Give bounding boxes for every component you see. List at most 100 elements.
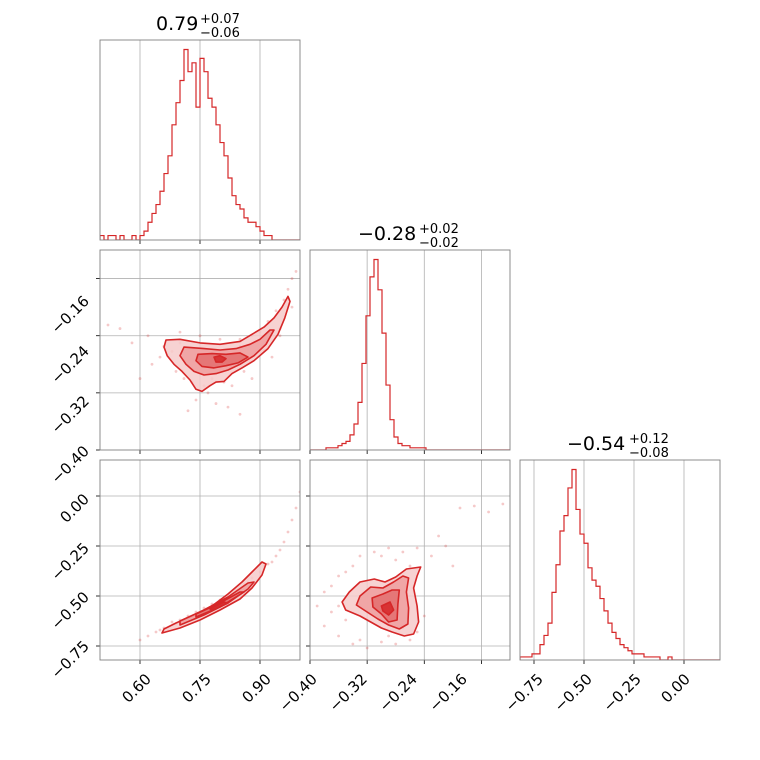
- scatter-point: [358, 554, 362, 558]
- scatter-point: [278, 334, 282, 338]
- scatter-point: [322, 590, 326, 594]
- scatter-point: [214, 402, 218, 405]
- scatter-point: [170, 620, 174, 624]
- scatter-point: [322, 624, 326, 628]
- scatter-point: [202, 606, 206, 610]
- title-param-2: −0.54 +0.12 −0.08: [567, 432, 669, 461]
- scatter-point: [106, 323, 110, 327]
- title-1-minus: −0.02: [419, 236, 459, 251]
- density-contour: [179, 581, 255, 626]
- scatter-point: [270, 355, 274, 359]
- x-tick-label: −0.24: [376, 670, 421, 715]
- scatter-point: [408, 638, 412, 642]
- y-tick-label: 0.00: [56, 490, 92, 526]
- scatter-point: [337, 604, 340, 608]
- title-2-value: −0.54: [567, 433, 625, 455]
- scatter-point: [294, 270, 298, 273]
- x-tick-label: −0.50: [551, 670, 596, 715]
- x-tick-label: 0.75: [178, 670, 214, 706]
- y-tick-label: −0.32: [48, 392, 93, 437]
- scatter-point: [146, 334, 150, 338]
- scatter-point: [344, 618, 348, 622]
- scatter-point: [226, 405, 230, 409]
- scatter-point: [487, 510, 490, 514]
- scatter-point: [146, 634, 150, 638]
- scatter-point: [387, 546, 390, 550]
- panel-frame: [99, 459, 301, 661]
- scatter-point: [501, 502, 505, 506]
- scatter-point: [394, 558, 398, 562]
- scatter-point: [282, 540, 286, 544]
- scatter-point: [337, 634, 340, 638]
- scatter-point: [358, 638, 362, 642]
- y-tick-label: −0.75: [48, 637, 93, 682]
- scatter-point: [437, 534, 440, 538]
- scatter-point: [351, 564, 355, 568]
- scatter-point: [186, 409, 190, 413]
- scatter-panel-0: [96, 249, 301, 454]
- histogram-step-line: [520, 468, 720, 660]
- scatter-point: [408, 564, 412, 568]
- scatter-point: [278, 548, 282, 552]
- scatter-point: [154, 630, 158, 634]
- scatter-point: [118, 327, 122, 330]
- scatter-point: [415, 630, 419, 634]
- scatter-point: [290, 305, 294, 309]
- x-ticks-col-0: 0.60 0.75 0.90: [118, 670, 274, 706]
- scatter-point: [230, 384, 234, 388]
- y-tick-label: −0.50: [48, 588, 93, 633]
- title-1-value: −0.28: [358, 223, 416, 245]
- density-contour: [213, 354, 227, 363]
- scatter-panel-1: [96, 459, 301, 664]
- title-2-minus: −0.08: [629, 446, 669, 461]
- scatter-point: [206, 391, 210, 395]
- scatter-point: [372, 550, 376, 554]
- scatter-point: [394, 642, 398, 646]
- scatter-point: [380, 554, 383, 558]
- panel-frame: [309, 459, 511, 661]
- panel-frame: [519, 459, 721, 661]
- scatter-point: [266, 562, 270, 566]
- scatter-point: [218, 337, 222, 341]
- panel-frame: [99, 249, 301, 451]
- x-tick-label: 0.90: [238, 670, 274, 706]
- panels-layer: [96, 39, 721, 664]
- title-1-plus: +0.02: [419, 222, 459, 237]
- scatter-point: [270, 560, 274, 564]
- scatter-point: [150, 362, 154, 366]
- y-tick-label: −0.16: [48, 292, 93, 337]
- scatter-point: [330, 584, 333, 588]
- x-tick-label: 0.00: [657, 670, 693, 706]
- scatter-point: [238, 412, 242, 416]
- scatter-point: [472, 504, 476, 508]
- scatter-point: [444, 544, 448, 548]
- scatter-point: [242, 370, 246, 373]
- scatter-point: [238, 337, 242, 341]
- scatter-point: [174, 370, 178, 373]
- scatter-point: [250, 377, 254, 380]
- y-tick-label: −0.24: [48, 342, 93, 387]
- histogram-step-line: [100, 48, 300, 240]
- scatter-point: [290, 518, 294, 522]
- scatter-point: [194, 398, 198, 402]
- scatter-point: [286, 530, 290, 534]
- scatter-point: [380, 640, 383, 644]
- x-tick-label: −0.16: [426, 670, 471, 715]
- x-ticks-col-2: −0.75 −0.50 −0.25 0.00: [502, 670, 694, 715]
- scatter-point: [182, 377, 186, 380]
- density-contour: [163, 295, 291, 393]
- x-tick-label: −0.40: [276, 670, 321, 715]
- scatter-point: [337, 574, 340, 578]
- scatter-point: [315, 604, 319, 608]
- scatter-point: [330, 610, 333, 614]
- scatter-point: [138, 638, 142, 642]
- histogram-step-line: [310, 258, 510, 450]
- scatter-point: [458, 506, 462, 510]
- scatter-plot-area: [138, 490, 300, 642]
- histogram-panel-2: [519, 459, 721, 664]
- panel-frame: [309, 249, 511, 451]
- scatter-point: [401, 550, 405, 554]
- scatter-point: [294, 506, 298, 510]
- panel-frame: [99, 39, 301, 241]
